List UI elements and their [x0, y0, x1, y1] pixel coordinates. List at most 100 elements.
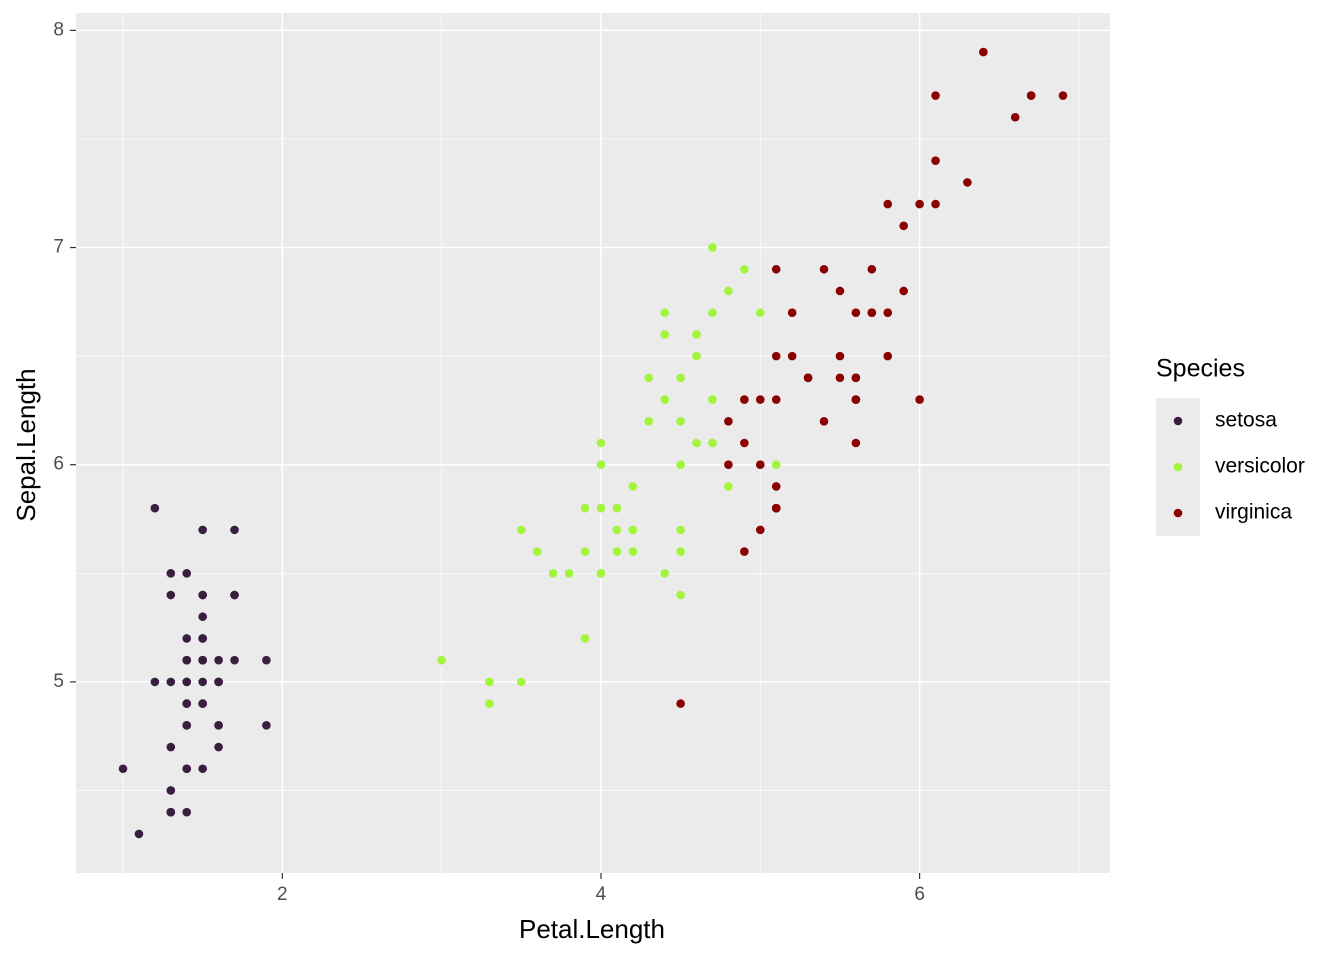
point: [182, 807, 192, 817]
point: [867, 308, 877, 317]
point: [787, 308, 797, 317]
point: [198, 612, 207, 622]
point: [771, 264, 781, 274]
point: [676, 416, 685, 426]
point: [755, 460, 765, 470]
point: [517, 677, 526, 687]
point: [214, 721, 223, 730]
point: [819, 416, 829, 426]
legend-label: versicolor: [1215, 455, 1305, 478]
point: [118, 764, 128, 774]
y-tick-label: 6: [53, 454, 64, 475]
point: [787, 351, 797, 361]
point: [771, 395, 781, 404]
point: [150, 677, 160, 687]
point: [724, 482, 733, 491]
point: [644, 416, 654, 426]
point: [692, 330, 701, 339]
x-axis-title: Petal.Length: [519, 914, 665, 944]
point: [835, 373, 845, 383]
point: [708, 395, 717, 404]
point: [883, 199, 893, 209]
point: [230, 590, 239, 600]
y-tick-label: 7: [53, 237, 64, 258]
legend-marker: [1173, 416, 1183, 426]
point: [883, 351, 893, 361]
point: [214, 742, 223, 752]
point: [708, 243, 717, 252]
legend-marker: [1173, 508, 1183, 518]
point: [931, 156, 940, 165]
point: [724, 286, 733, 296]
point: [230, 525, 239, 535]
point: [755, 395, 765, 404]
y-tick-label: 8: [53, 19, 64, 40]
point: [676, 699, 685, 708]
point: [214, 677, 223, 687]
x-tick-label: 4: [596, 884, 607, 905]
point: [755, 525, 765, 535]
point: [660, 330, 669, 339]
legend-title: Species: [1156, 355, 1245, 383]
point: [915, 395, 924, 404]
point: [851, 395, 861, 404]
point: [708, 308, 717, 317]
point: [963, 178, 972, 187]
point: [771, 482, 781, 491]
point: [755, 308, 765, 317]
point: [182, 699, 192, 708]
point: [262, 655, 271, 665]
panel: [76, 13, 1110, 873]
point: [198, 525, 207, 535]
point: [660, 308, 669, 317]
point: [596, 460, 606, 470]
point: [182, 677, 192, 687]
point: [835, 286, 845, 296]
point: [740, 395, 749, 404]
point: [803, 373, 813, 383]
point: [198, 677, 207, 687]
point: [628, 525, 638, 535]
x-tick-label: 2: [277, 884, 288, 905]
point: [979, 47, 988, 57]
legend-marker: [1173, 462, 1183, 472]
point: [676, 590, 685, 600]
point: [230, 655, 239, 665]
point: [517, 525, 526, 535]
point: [134, 829, 144, 839]
point: [580, 547, 590, 556]
point: [580, 503, 590, 513]
point: [612, 525, 622, 535]
point: [214, 655, 223, 665]
point: [612, 547, 622, 556]
point: [740, 438, 749, 448]
point: [166, 590, 176, 600]
point: [899, 221, 908, 231]
point: [692, 438, 701, 448]
point: [676, 373, 685, 383]
y-tick-label: 5: [53, 671, 64, 692]
point: [182, 764, 192, 774]
point: [166, 677, 176, 687]
point: [166, 742, 176, 752]
point: [182, 634, 192, 643]
point: [198, 590, 207, 600]
point: [166, 786, 176, 795]
point: [437, 655, 446, 665]
point: [1010, 112, 1020, 122]
point: [1026, 91, 1036, 100]
point: [851, 438, 861, 448]
point: [612, 503, 622, 513]
point: [182, 721, 192, 730]
point: [262, 721, 271, 730]
point: [899, 286, 908, 296]
point: [532, 547, 542, 556]
point: [166, 569, 176, 578]
point: [883, 308, 893, 317]
point: [931, 199, 940, 209]
point: [485, 677, 494, 687]
point: [485, 699, 494, 708]
point: [166, 807, 176, 817]
